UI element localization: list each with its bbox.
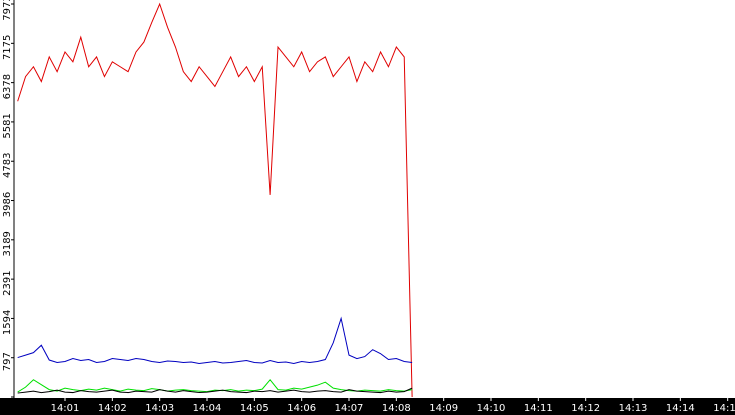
y-tick-label: 1594 bbox=[2, 310, 13, 335]
x-tick-label: 14:06 bbox=[287, 403, 316, 414]
x-tick-label: 14:09 bbox=[429, 403, 458, 414]
y-tick-label: 7973 bbox=[2, 0, 13, 21]
y-tick-label: 5581 bbox=[2, 113, 13, 138]
y-tick-label: 4783 bbox=[2, 153, 13, 178]
x-tick-label: 14:05 bbox=[240, 403, 269, 414]
y-tick-label: 2391 bbox=[2, 270, 13, 295]
x-tick-label: 14:12 bbox=[571, 403, 600, 414]
series-line bbox=[17, 387, 413, 394]
series-line bbox=[17, 2, 413, 398]
y-tick-label: 797 bbox=[2, 352, 13, 371]
x-tick-label: 14:03 bbox=[145, 403, 174, 414]
x-tick-label: 14:01 bbox=[51, 403, 80, 414]
y-tick-label: 0 bbox=[2, 398, 13, 404]
x-tick-label: 14:02 bbox=[98, 403, 127, 414]
x-tick-label: 14:07 bbox=[335, 403, 364, 414]
y-tick-label: 7175 bbox=[2, 35, 13, 60]
x-axis-band bbox=[0, 398, 735, 415]
x-tick-label: 14:13 bbox=[619, 403, 648, 414]
x-tick-label: 14:11 bbox=[524, 403, 553, 414]
y-tick-label: 3986 bbox=[2, 192, 13, 217]
x-tick-label: 14:08 bbox=[382, 403, 411, 414]
x-tick-label: 14:04 bbox=[193, 403, 222, 414]
x-tick-label: 14:10 bbox=[477, 403, 506, 414]
x-tick-label: 14:15 bbox=[713, 403, 735, 414]
y-tick-label: 6378 bbox=[2, 74, 13, 99]
y-tick-label: 3189 bbox=[2, 231, 13, 256]
series-line bbox=[17, 316, 413, 364]
x-tick-label: 14:14 bbox=[666, 403, 695, 414]
